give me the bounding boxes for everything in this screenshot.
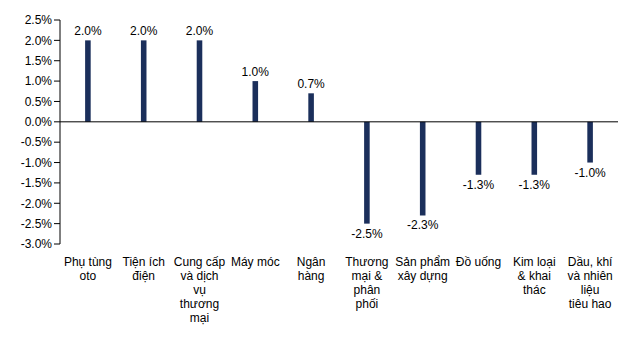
svg-text:0.5%: 0.5% xyxy=(25,95,53,109)
svg-text:2.0%: 2.0% xyxy=(74,24,102,38)
svg-text:0.7%: 0.7% xyxy=(297,77,325,91)
svg-text:-1.3%: -1.3% xyxy=(519,178,551,192)
svg-text:Thươngmại &phânphối: Thươngmại &phânphối xyxy=(345,255,388,311)
svg-text:-1.0%: -1.0% xyxy=(21,156,53,170)
svg-text:Máy móc: Máy móc xyxy=(231,255,280,269)
svg-text:1.5%: 1.5% xyxy=(25,54,53,68)
svg-text:-0.5%: -0.5% xyxy=(21,135,53,149)
svg-text:Đồ uống: Đồ uống xyxy=(456,255,501,269)
svg-text:2.5%: 2.5% xyxy=(25,13,53,27)
svg-text:2.0%: 2.0% xyxy=(130,24,158,38)
svg-text:-3.0%: -3.0% xyxy=(21,237,53,251)
svg-text:0.0%: 0.0% xyxy=(25,115,53,129)
svg-text:2.0%: 2.0% xyxy=(25,34,53,48)
svg-text:1.0%: 1.0% xyxy=(242,65,270,79)
svg-text:-1.5%: -1.5% xyxy=(21,176,53,190)
svg-text:Cung cấpvà dịchvụthươngmại: Cung cấpvà dịchvụthươngmại xyxy=(174,255,226,325)
svg-text:-2.0%: -2.0% xyxy=(21,197,53,211)
svg-text:-2.5%: -2.5% xyxy=(21,217,53,231)
svg-text:-2.3%: -2.3% xyxy=(407,218,439,232)
svg-text:-2.5%: -2.5% xyxy=(351,227,383,241)
svg-text:-1.0%: -1.0% xyxy=(574,166,606,180)
svg-text:Sản phẩmxây dựng: Sản phẩmxây dựng xyxy=(395,255,450,283)
svg-text:Ngânhàng: Ngânhàng xyxy=(297,255,326,283)
svg-text:2.0%: 2.0% xyxy=(186,24,214,38)
svg-text:-1.3%: -1.3% xyxy=(463,178,495,192)
svg-text:Dầu, khívà nhiênliệutiêu hao: Dầu, khívà nhiênliệutiêu hao xyxy=(567,255,613,311)
svg-text:Kim loại& khaithác: Kim loại& khaithác xyxy=(513,255,556,297)
svg-text:Phụ tùngoto: Phụ tùngoto xyxy=(64,255,112,283)
svg-text:Tiện íchđiện: Tiện íchđiện xyxy=(123,255,165,283)
svg-text:1.0%: 1.0% xyxy=(25,74,53,88)
